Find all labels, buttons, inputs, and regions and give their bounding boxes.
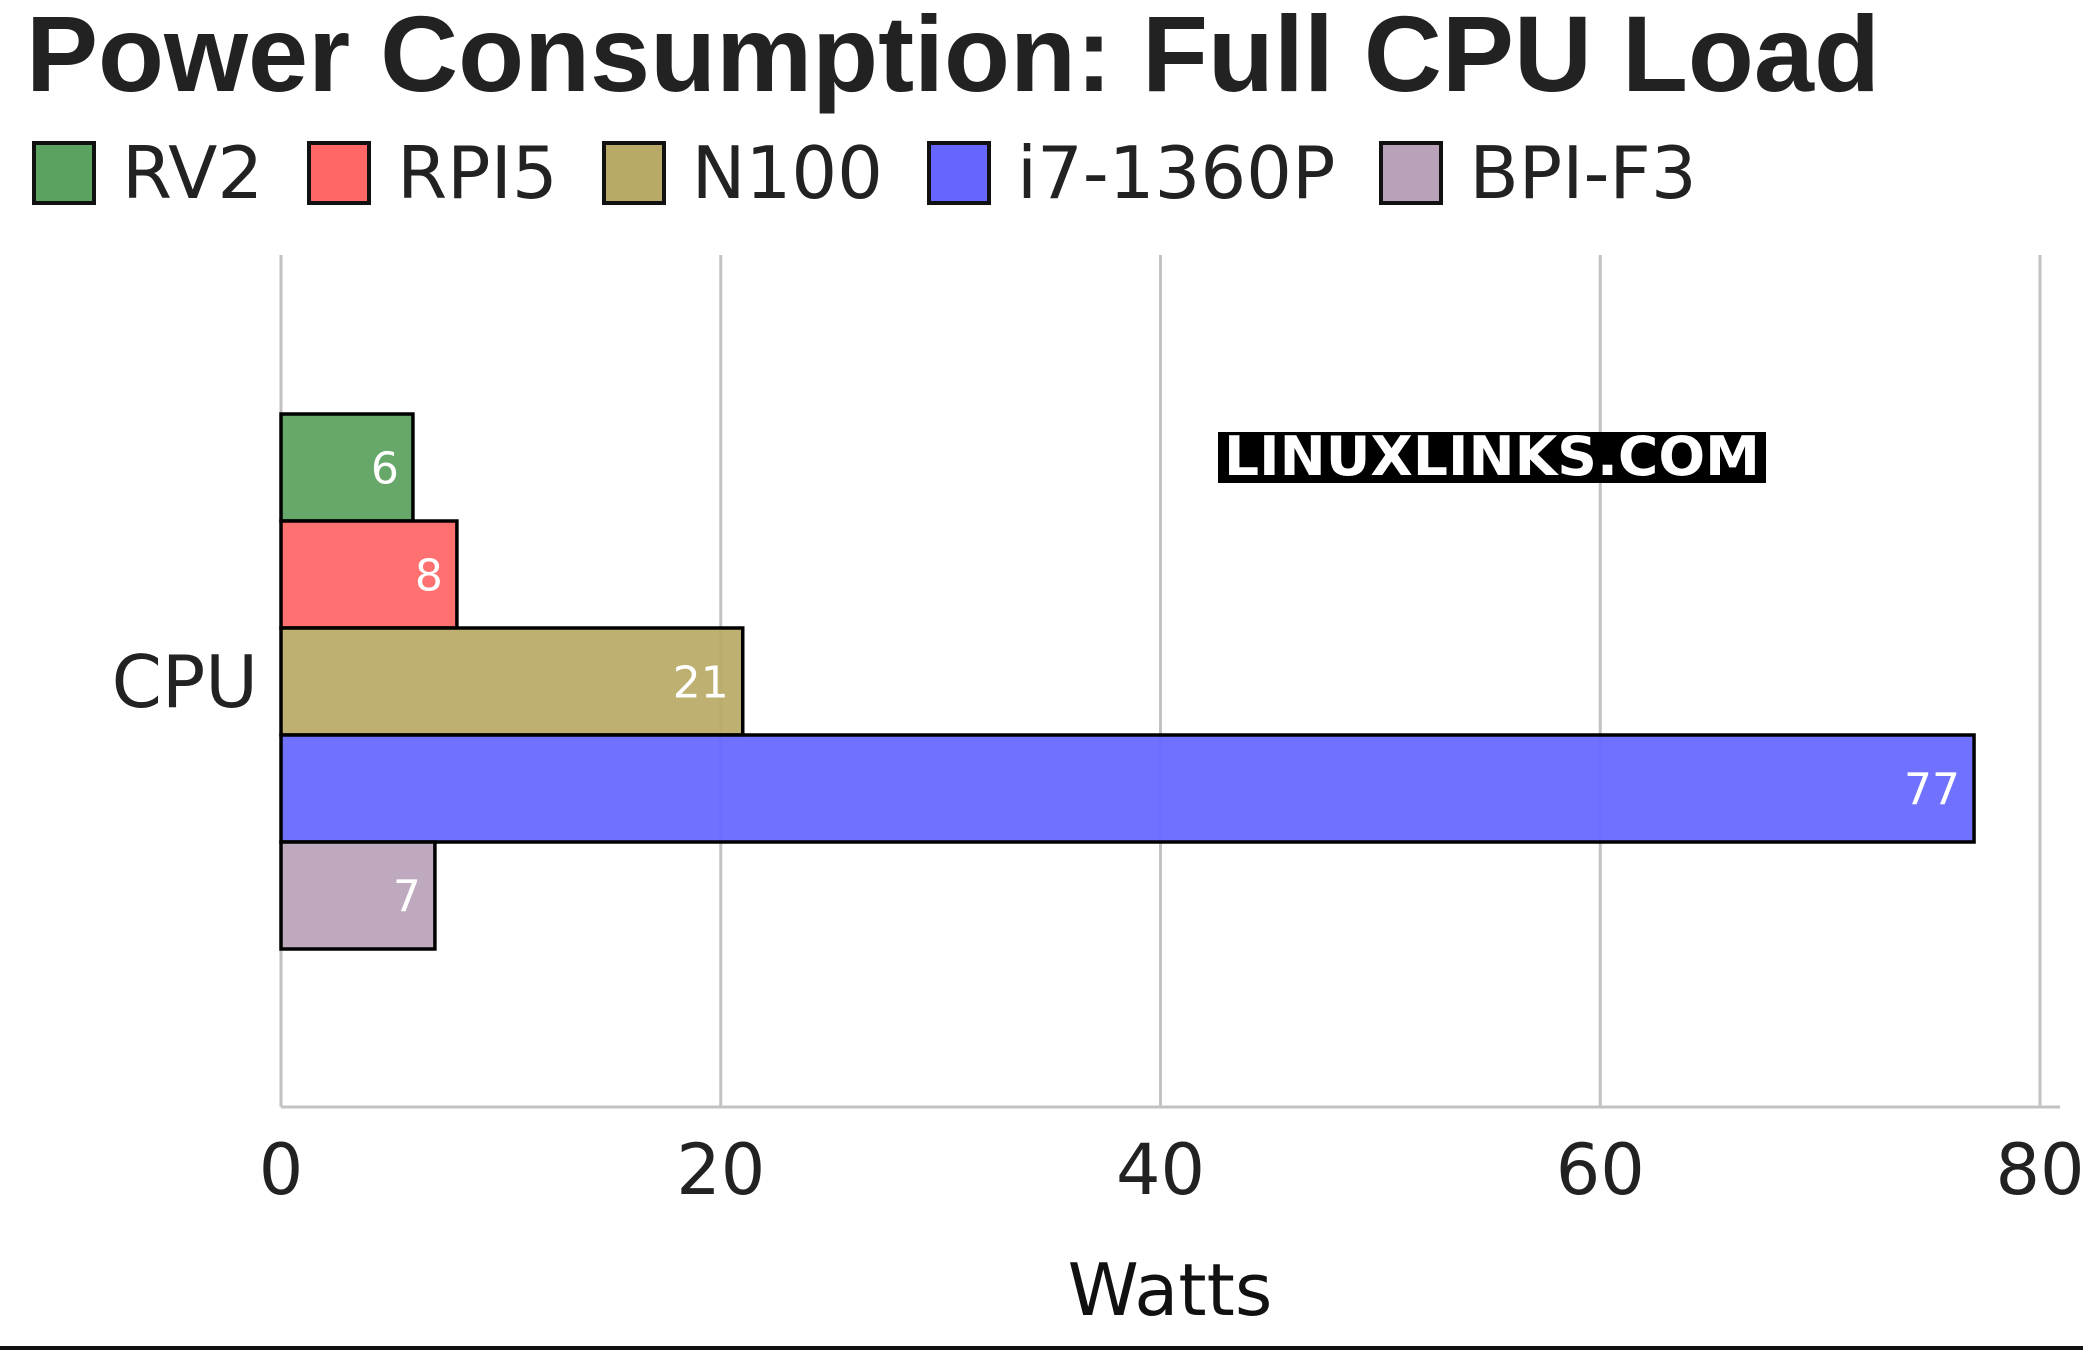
legend-swatch: [601, 141, 666, 205]
legend-item-n100: N100: [601, 131, 883, 215]
legend-label: RPI5: [397, 131, 558, 215]
legend-item-bpi-f3: BPI-F3: [1379, 131, 1697, 215]
chart-title: Power Consumption: Full CPU Load: [26, 0, 1880, 114]
legend-swatch: [32, 141, 96, 205]
data-label: 8: [415, 551, 443, 602]
watermark-box: [1218, 432, 1766, 483]
data-label: 21: [673, 658, 729, 709]
x-axis-title: Watts: [1068, 1248, 1273, 1332]
legend: RV2 RPI5 N100 i7-1360P BPI-F3: [32, 131, 1741, 215]
x-tick-label: 20: [676, 1129, 765, 1211]
data-label: 77: [1904, 765, 1960, 816]
x-tick-label: 40: [1116, 1129, 1205, 1211]
x-tick-label: 80: [1995, 1129, 2083, 1211]
legend-swatch: [1379, 141, 1444, 205]
bar-n100: [279, 626, 745, 737]
watermark: LINUXLINKS.COM: [1224, 425, 1760, 488]
legend-label: N100: [691, 131, 883, 215]
bar-i7-1360p: [279, 733, 1976, 844]
bar-rv2: [279, 412, 415, 523]
legend-label: RV2: [122, 131, 264, 215]
legend-item-rv2: RV2: [32, 137, 263, 209]
y-category-label: CPU: [112, 640, 258, 724]
bottom-rule: [0, 1346, 2083, 1350]
legend-label: i7-1360P: [1016, 131, 1336, 215]
data-label: 7: [393, 872, 421, 923]
legend-item-i7-1360p: i7-1360P: [926, 131, 1336, 215]
x-tick-label: 0: [259, 1129, 304, 1211]
data-label: 6: [371, 444, 399, 495]
x-tick-label: 60: [1556, 1129, 1645, 1211]
legend-label: BPI-F3: [1469, 131, 1697, 215]
legend-item-rpi5: RPI5: [307, 137, 558, 209]
bar-rpi5: [279, 519, 459, 630]
legend-swatch: [926, 141, 991, 205]
legend-swatch: [307, 141, 372, 205]
bar-bpi-f3: [279, 840, 437, 951]
